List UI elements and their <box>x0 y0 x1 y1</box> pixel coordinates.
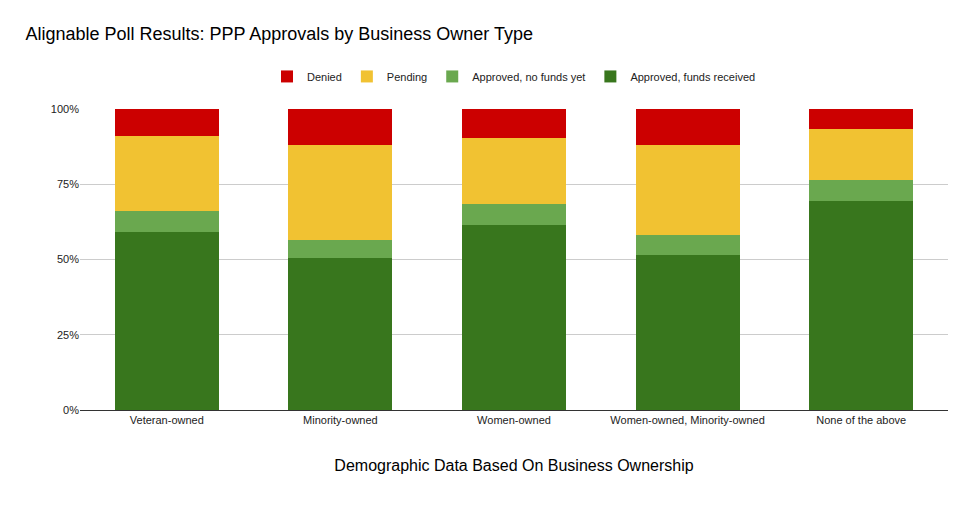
svg-text:100%: 100% <box>51 103 79 115</box>
svg-text:Denied: Denied <box>307 71 342 83</box>
svg-text:Women-owned, Minority-owned: Women-owned, Minority-owned <box>610 414 764 426</box>
svg-text:Pending: Pending <box>387 71 427 83</box>
svg-text:Demographic Data Based On Busi: Demographic Data Based On Business Owner… <box>334 457 693 474</box>
svg-text:Veteran-owned: Veteran-owned <box>130 414 204 426</box>
svg-text:Women-owned: Women-owned <box>477 414 551 426</box>
svg-text:0%: 0% <box>63 404 79 416</box>
svg-text:None of the above: None of the above <box>816 414 906 426</box>
svg-text:50%: 50% <box>57 253 79 265</box>
svg-text:25%: 25% <box>57 329 79 341</box>
svg-text:Minority-owned: Minority-owned <box>303 414 378 426</box>
svg-text:Approved, funds received: Approved, funds received <box>630 71 755 83</box>
svg-text:Approved, no funds yet: Approved, no funds yet <box>472 71 585 83</box>
svg-text:Alignable Poll Results: PPP Ap: Alignable Poll Results: PPP Approvals by… <box>25 24 533 44</box>
svg-text:75%: 75% <box>57 178 79 190</box>
